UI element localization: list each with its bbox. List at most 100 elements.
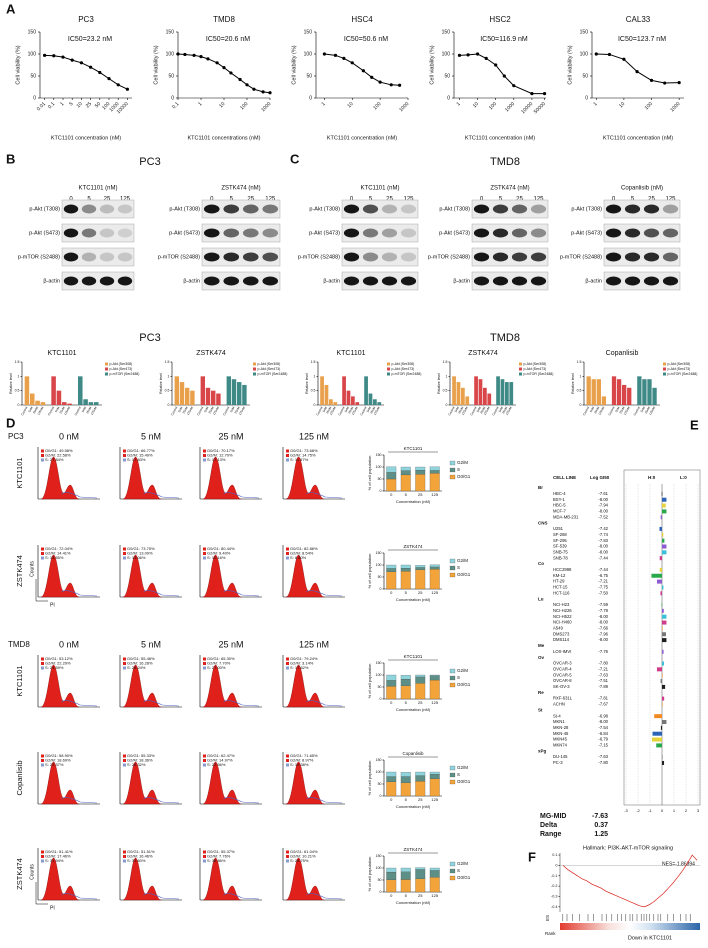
lane-label: 25 xyxy=(516,197,523,203)
legend-label: p-Akt (Ser308) xyxy=(524,362,547,366)
y-tick-label: 100 xyxy=(376,673,382,677)
cell-line: MCF-7 xyxy=(553,509,566,514)
fit-curve xyxy=(61,590,98,597)
cell-line: MDA-MB-231 xyxy=(553,514,579,519)
x-tick-label: 25nM xyxy=(32,405,39,414)
cell-line: OVCAR-8 xyxy=(553,678,572,683)
bar xyxy=(364,376,368,405)
y-axis-label: % of cell population xyxy=(367,456,372,491)
hist-legend-text: G2/M: 17.46% xyxy=(45,854,71,859)
hist-legend-swatch xyxy=(41,763,44,767)
log-gi50: -7.78 xyxy=(598,608,608,613)
log-gi50: -6.75 xyxy=(598,573,608,578)
chart-title: HSC4 xyxy=(351,15,373,24)
hist-legend-text: G2/M: 7.76% xyxy=(207,854,231,859)
group-label: Co xyxy=(538,561,544,566)
cell-line: HBC-4 xyxy=(553,491,566,496)
gi50-bar xyxy=(659,526,662,531)
stacked-bar xyxy=(400,776,411,783)
gi50-bar xyxy=(662,614,667,619)
hist-legend-swatch xyxy=(123,662,126,665)
x-tick-label: 0 xyxy=(390,893,393,898)
data-point xyxy=(649,78,654,82)
x-tick-label: 5nM xyxy=(54,405,61,412)
data-point xyxy=(512,84,516,88)
chart-title: HSC2 xyxy=(489,15,511,24)
stacked-bar xyxy=(400,474,411,492)
blot-band xyxy=(99,276,115,286)
hist-legend-text: S: 38.86% xyxy=(207,858,226,863)
hist-legend-swatch xyxy=(203,855,206,858)
bar xyxy=(627,387,632,405)
chart-title: ZSTK474 xyxy=(403,544,423,549)
legend-swatch xyxy=(253,367,256,371)
y-axis-label: Cell viability (%) xyxy=(15,45,21,84)
group-label: CNS xyxy=(538,520,548,525)
legend-swatch xyxy=(449,682,456,688)
gi50-bar xyxy=(662,649,664,654)
hist-legend-text: G0/G1: 55.48% xyxy=(127,656,155,661)
y-axis-label: Relative level xyxy=(571,373,575,394)
blot-row-label: p-mTOR (S2488) xyxy=(298,254,340,260)
blot-row-label: p-mTOR (S2488) xyxy=(158,254,200,260)
cell-line: DMS114 xyxy=(553,637,570,642)
blot-row-label: p-Akt (S473) xyxy=(571,230,602,236)
legend-swatch xyxy=(449,558,456,564)
bar xyxy=(320,376,324,405)
bar xyxy=(616,379,622,405)
bar xyxy=(509,382,514,405)
legend-label: S xyxy=(457,467,460,472)
x-tick-label: 3 xyxy=(697,808,700,813)
concentration-header: 125 nM xyxy=(299,431,329,441)
x-tick-label: Control xyxy=(582,406,590,417)
hist-legend-text: G2/M: 16.46% xyxy=(127,854,153,859)
hist-legend-swatch xyxy=(203,759,206,762)
bar xyxy=(452,376,456,405)
blot-strip xyxy=(61,223,135,243)
lane-label: 125 xyxy=(265,197,276,203)
stacked-bar xyxy=(415,683,426,700)
blot-band xyxy=(400,228,417,238)
legend-swatch xyxy=(449,861,456,867)
hist-legend-swatch xyxy=(203,666,206,670)
legend-swatch xyxy=(449,668,456,674)
hist-legend-text: S: 31.94% xyxy=(45,858,64,863)
bar xyxy=(226,376,232,405)
x-tick-label: Control xyxy=(633,406,641,417)
bar xyxy=(179,382,185,405)
x-tick-label: 1 xyxy=(321,101,327,107)
hist-legend-text: G2/M: 22.58% xyxy=(45,453,71,458)
x-tick-label: 25nM xyxy=(85,405,92,414)
cell-line-label: TMD8 xyxy=(8,640,30,649)
y-tick-label: 150 xyxy=(166,29,175,35)
hist-legend-text: S: 10.16% xyxy=(207,555,226,560)
hist-legend-swatch xyxy=(203,547,206,551)
blot-band xyxy=(63,228,79,238)
stacked-bar xyxy=(386,472,397,480)
y-tick-label: 0.5 xyxy=(443,389,448,393)
stacked-bar xyxy=(400,867,411,872)
hist-legend-swatch xyxy=(41,657,44,661)
bar xyxy=(456,382,461,405)
es-curve xyxy=(562,854,698,908)
blot-band xyxy=(473,276,490,286)
legend-swatch xyxy=(663,372,666,376)
log-gi50: -7.81 xyxy=(598,696,608,701)
cell-line: OVCAR-5 xyxy=(553,672,572,677)
group-label: Me xyxy=(538,643,545,648)
y-tick-label: 50 xyxy=(30,73,36,79)
log-gi50: -8.00 xyxy=(598,620,608,625)
blot-row-label: p-Akt (S473) xyxy=(29,230,60,236)
fit-curve xyxy=(61,700,98,707)
y-tick-label: 0 xyxy=(446,403,448,407)
fit-curve xyxy=(143,797,180,804)
x-tick-label: 0.01 xyxy=(36,101,47,112)
log-gi50: -7.75 xyxy=(598,585,608,590)
curve xyxy=(44,54,128,90)
data-point xyxy=(542,92,547,96)
legend-swatch xyxy=(449,765,456,771)
cell-line: SK-OV-3 xyxy=(553,684,570,689)
blot-strip xyxy=(341,223,419,243)
axis-label-pi: PI xyxy=(50,602,55,608)
x-tick-label: 125nM xyxy=(461,405,469,415)
